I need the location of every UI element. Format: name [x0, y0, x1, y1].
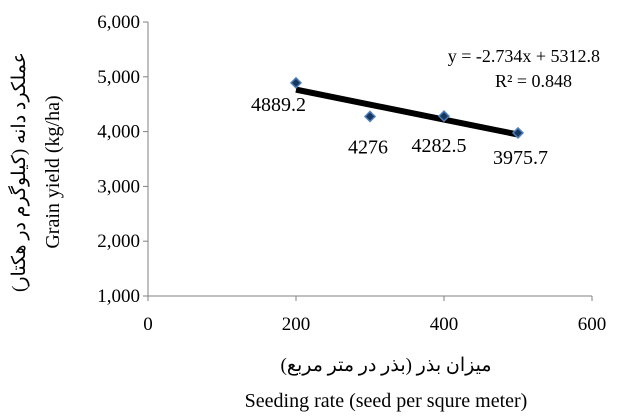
trendline-r-squared: R² = 0.848	[495, 71, 572, 91]
data-point	[511, 126, 525, 139]
x-axis-title-persian: میزان بذر (بذر در متر مربع)	[281, 355, 492, 376]
x-tick-label: 0	[143, 314, 153, 335]
tick-labels: 0 200 400 600 1,000 2,000 3,000 4,000 5,000 6,000	[97, 12, 606, 335]
data-label: 4276	[348, 136, 388, 158]
y-tick-label: 3,000	[97, 176, 140, 197]
y-tick-label: 6,000	[97, 12, 140, 33]
x-axis-title: Seeding rate (seed per squre meter)	[245, 390, 528, 412]
y-axis-title: Grain yield (kg/ha)	[42, 95, 64, 248]
data-labels: 4889.2 4276 4282.5 3975.7	[251, 94, 548, 169]
data-label: 4282.5	[412, 135, 467, 157]
x-tick-label: 200	[282, 314, 311, 335]
trendline-group	[295, 86, 519, 138]
trendline-equation: y = -2.734x + 5312.8	[448, 46, 600, 66]
data-point	[437, 110, 451, 123]
chart-axes	[147, 22, 592, 297]
data-point	[289, 76, 303, 89]
data-label: 4889.2	[251, 94, 306, 116]
y-tick-label: 4,000	[97, 122, 140, 143]
data-point	[363, 110, 377, 123]
data-label: 3975.7	[493, 147, 548, 169]
trendline	[295, 86, 519, 138]
y-tick-label: 1,000	[97, 286, 140, 307]
data-points	[289, 76, 525, 139]
x-tick-label: 400	[430, 314, 459, 335]
x-tick-label: 600	[578, 314, 607, 335]
y-tick-label: 2,000	[97, 231, 140, 252]
y-axis-title-persian: عملکرد دانه (کیلوگرم در هکتار)	[7, 52, 30, 292]
y-tick-label: 5,000	[97, 67, 140, 88]
